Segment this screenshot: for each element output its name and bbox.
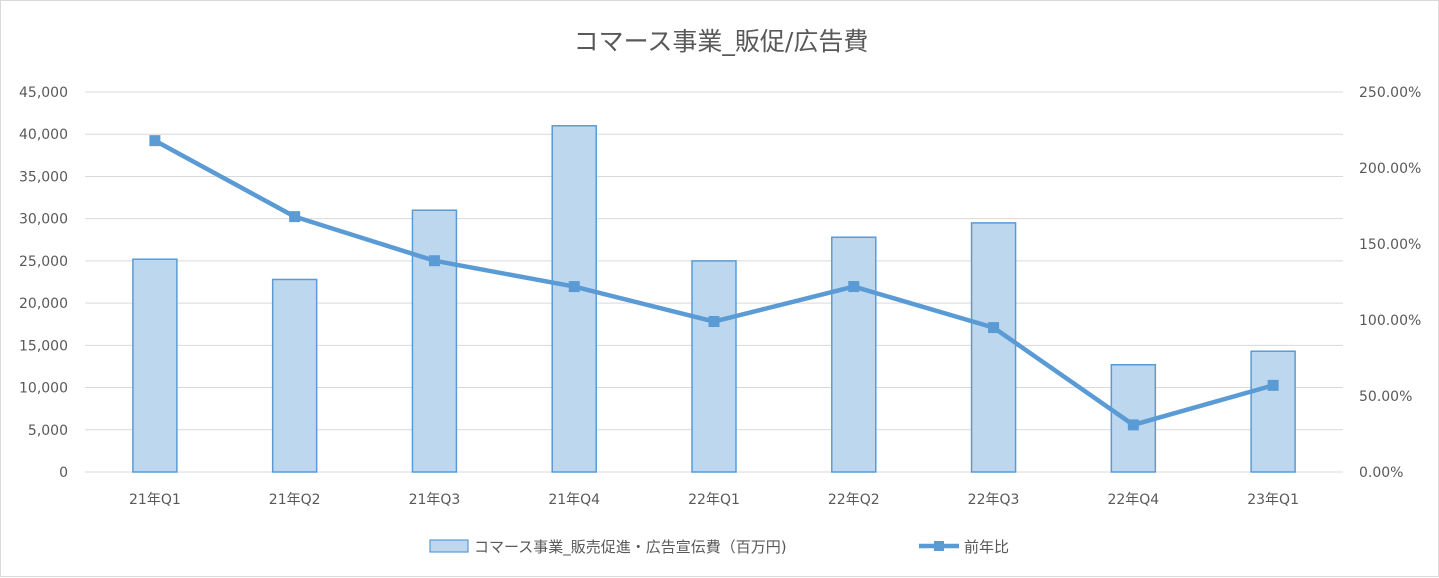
- y-left-tick-label: 20,000: [19, 296, 68, 312]
- legend: コマース事業_販売促進・広告宣伝費（百万円) 前年比: [429, 538, 1009, 557]
- y-left-tick-label: 25,000: [19, 254, 68, 270]
- bar: [411, 209, 458, 473]
- line-point: [708, 316, 720, 328]
- line-point: [1267, 379, 1279, 391]
- bar: [132, 258, 178, 473]
- bar: [970, 222, 1017, 473]
- bar: [271, 278, 318, 473]
- line-point: [848, 281, 860, 293]
- x-tick-label: 22年Q2: [828, 492, 880, 508]
- x-tick-label: 21年Q1: [129, 492, 181, 508]
- x-tick-label: 21年Q2: [269, 492, 321, 508]
- y-right-tick-label: 150.00%: [1359, 237, 1421, 253]
- legend-bar-label: コマース事業_販売促進・広告宣伝費（百万円): [474, 538, 787, 557]
- x-tick-label: 21年Q3: [409, 492, 461, 508]
- y-left-tick-label: 35,000: [19, 169, 68, 185]
- y-right-tick-label: 250.00%: [1359, 85, 1421, 101]
- bar: [831, 236, 877, 473]
- y-right-tick-label: 200.00%: [1359, 161, 1421, 177]
- legend-line-marker: [934, 541, 944, 551]
- line-point: [568, 281, 580, 293]
- line-point: [428, 255, 440, 267]
- bar: [551, 125, 597, 473]
- line-point: [1127, 419, 1139, 431]
- bar-series: [132, 125, 1296, 473]
- x-tick-label: 23年Q1: [1247, 492, 1299, 508]
- y-left-tick-label: 45,000: [19, 85, 68, 101]
- y-right-tick-label: 0.00%: [1359, 465, 1403, 481]
- chart-title: コマース事業_販促/広告費: [574, 27, 869, 56]
- bar: [691, 260, 737, 473]
- x-tick-label: 22年Q1: [688, 492, 740, 508]
- x-tick-label: 22年Q4: [1107, 492, 1159, 508]
- axis-labels: 0 5,000 10,000 15,000 20,000 25,000 30,000 35,0…: [19, 85, 1421, 508]
- bar: [1250, 350, 1296, 473]
- y-left-tick-label: 15,000: [19, 338, 68, 354]
- line-point: [988, 322, 1000, 334]
- y-right-tick-label: 50.00%: [1359, 389, 1412, 405]
- y-left-tick-label: 5,000: [28, 423, 68, 439]
- x-tick-label: 22年Q3: [968, 492, 1020, 508]
- y-left-tick-label: 10,000: [19, 381, 68, 397]
- legend-bar-swatch: [429, 539, 469, 553]
- legend-line-label: 前年比: [964, 538, 1009, 556]
- line-point: [289, 211, 301, 223]
- line-point: [149, 135, 161, 147]
- y-right-tick-label: 100.00%: [1359, 313, 1421, 329]
- x-tick-label: 21年Q4: [548, 492, 600, 508]
- y-left-tick-label: 0: [59, 465, 68, 481]
- y-left-tick-label: 40,000: [19, 127, 68, 143]
- line-series: [149, 135, 1279, 431]
- y-left-tick-label: 30,000: [19, 212, 68, 228]
